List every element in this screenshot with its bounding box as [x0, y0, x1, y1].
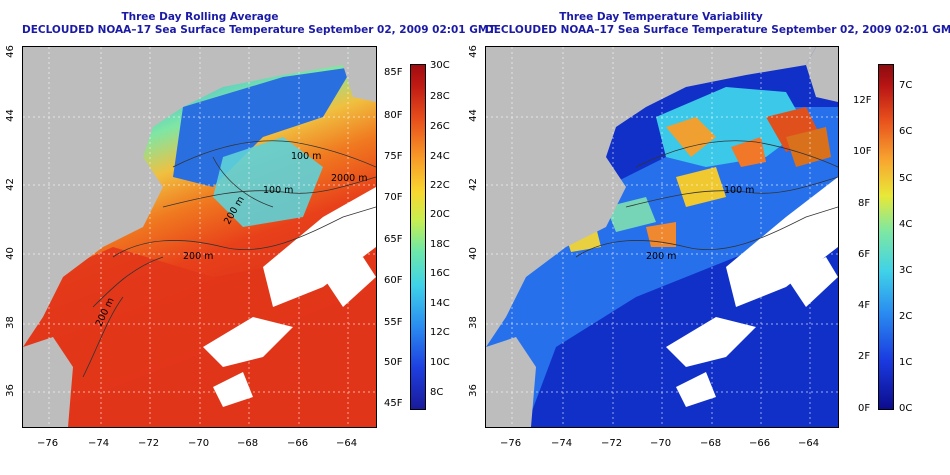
left-cb-f-85: 85F — [384, 67, 403, 78]
left-colorbar — [410, 64, 426, 410]
right-x-tick-64: −64 — [798, 438, 820, 449]
right-x-tick-72: −72 — [601, 438, 623, 449]
left-y-tick-36: 36 — [4, 384, 16, 397]
right-map-graphic: 100 m 200 m — [486, 47, 838, 427]
right-y-tick-44: 44 — [467, 109, 479, 122]
left-x-tick-68: −68 — [237, 438, 259, 449]
right-title-line2: DECLOUDED NOAA–17 Sea Surface Temperatur… — [485, 24, 950, 36]
left-x-tick-72: −72 — [138, 438, 160, 449]
left-contour-label-3: 2000 m — [331, 173, 367, 184]
right-y-tick-38: 38 — [467, 316, 479, 329]
right-title-line1: Three Day Temperature Variability — [559, 11, 763, 23]
right-x-tick-66: −66 — [749, 438, 771, 449]
left-x-tick-70: −70 — [188, 438, 210, 449]
left-x-tick-76: −76 — [37, 438, 59, 449]
left-contour-label-1: 100 m — [291, 151, 321, 162]
left-y-tick-40: 40 — [4, 247, 16, 260]
left-y-tick-44: 44 — [4, 109, 16, 122]
left-cb-c-10: 10C — [430, 357, 450, 368]
right-y-tick-42: 42 — [467, 178, 479, 191]
left-cb-c-12: 12C — [430, 327, 450, 338]
right-contour-label-1: 100 m — [724, 185, 754, 196]
left-title-line1: Three Day Rolling Average — [121, 11, 279, 23]
left-cb-f-60: 60F — [384, 275, 403, 286]
right-cb-f-8: 8F — [858, 198, 871, 209]
left-cb-c-18: 18C — [430, 239, 450, 250]
left-map-graphic: 100 m 100 m 2000 m 200 m 200 m 200 m — [23, 47, 376, 427]
left-cb-f-80: 80F — [384, 110, 403, 121]
right-cb-c-5: 5C — [899, 173, 913, 184]
left-sst-map: 100 m 100 m 2000 m 200 m 200 m 200 m — [22, 46, 377, 428]
right-cb-f-10: 10F — [853, 146, 872, 157]
left-title-line2: DECLOUDED NOAA–17 Sea Surface Temperatur… — [22, 24, 496, 36]
right-cb-f-0: 0F — [858, 403, 871, 414]
right-cb-f-4: 4F — [858, 300, 871, 311]
left-x-tick-74: −74 — [88, 438, 110, 449]
left-cb-f-70: 70F — [384, 192, 403, 203]
right-cb-c-2: 2C — [899, 311, 913, 322]
left-y-tick-38: 38 — [4, 316, 16, 329]
left-cb-c-14: 14C — [430, 298, 450, 309]
left-cb-f-55: 55F — [384, 317, 403, 328]
left-contour-label-2: 100 m — [263, 185, 293, 196]
left-cb-f-65: 65F — [384, 234, 403, 245]
right-cb-c-6: 6C — [899, 126, 913, 137]
left-cb-f-45: 45F — [384, 398, 403, 409]
left-cb-c-26: 26C — [430, 121, 450, 132]
left-contour-label-4: 200 m — [183, 251, 213, 262]
right-cb-f-2: 2F — [858, 351, 871, 362]
left-cb-f-50: 50F — [384, 357, 403, 368]
left-y-tick-46: 46 — [4, 45, 16, 58]
right-x-tick-76: −76 — [500, 438, 522, 449]
right-cb-f-6: 6F — [858, 249, 871, 260]
right-contour-label-2: 200 m — [646, 251, 676, 262]
right-cb-f-12: 12F — [853, 95, 872, 106]
left-x-tick-66: −66 — [287, 438, 309, 449]
right-colorbar — [878, 64, 894, 410]
right-cb-c-1: 1C — [899, 357, 913, 368]
right-cb-c-7: 7C — [899, 80, 913, 91]
right-cb-c-3: 3C — [899, 265, 913, 276]
left-cb-f-75: 75F — [384, 151, 403, 162]
left-x-tick-64: −64 — [336, 438, 358, 449]
right-variability-map: 100 m 200 m — [485, 46, 839, 428]
left-cb-c-30: 30C — [430, 60, 450, 71]
right-x-tick-70: −70 — [650, 438, 672, 449]
left-cb-c-24: 24C — [430, 151, 450, 162]
left-cb-c-22: 22C — [430, 180, 450, 191]
right-y-tick-46: 46 — [467, 45, 479, 58]
right-y-tick-40: 40 — [467, 247, 479, 260]
left-cb-c-16: 16C — [430, 268, 450, 279]
right-cb-c-4: 4C — [899, 219, 913, 230]
left-cb-c-28: 28C — [430, 91, 450, 102]
right-x-tick-74: −74 — [551, 438, 573, 449]
right-y-tick-36: 36 — [467, 384, 479, 397]
left-y-tick-42: 42 — [4, 178, 16, 191]
left-cb-c-8: 8C — [430, 387, 444, 398]
right-x-tick-68: −68 — [700, 438, 722, 449]
left-cb-c-20: 20C — [430, 209, 450, 220]
right-cb-c-0: 0C — [899, 403, 913, 414]
